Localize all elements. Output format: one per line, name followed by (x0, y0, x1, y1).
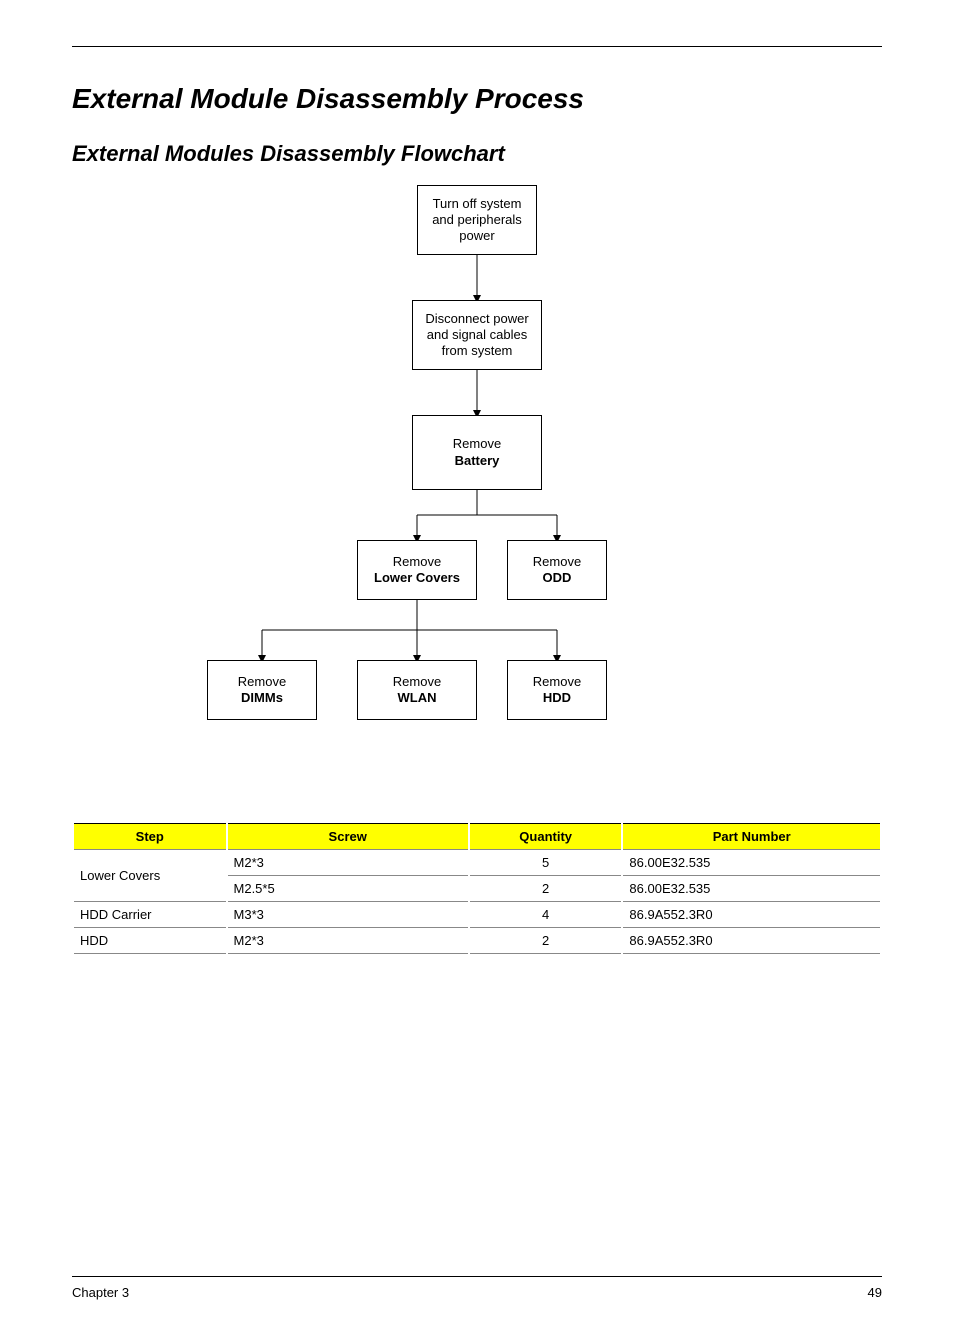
table-cell: HDD (73, 928, 227, 954)
table-cell: 86.00E32.535 (622, 876, 881, 902)
table-cell: M3*3 (227, 902, 469, 928)
table-header-cell: Part Number (622, 824, 881, 850)
flow-node-line: Lower Covers (374, 570, 460, 586)
flow-node-line: Remove (238, 674, 286, 690)
table-cell: 2 (469, 928, 623, 954)
flow-node-line: Remove (533, 554, 581, 570)
footer-left: Chapter 3 (72, 1285, 129, 1300)
flow-node-line: Disconnect power (425, 311, 528, 327)
flow-node-line: ODD (543, 570, 572, 586)
flowchart: Turn off systemand peripheralspower Disco… (207, 185, 747, 805)
flow-node-line: Battery (455, 453, 500, 469)
table-header-cell: Quantity (469, 824, 623, 850)
table-row: HDD CarrierM3*3486.9A552.3R0 (73, 902, 881, 928)
flow-node-line: and peripherals (432, 212, 522, 228)
flow-node-line: Remove (453, 436, 501, 452)
table-cell: M2*3 (227, 850, 469, 876)
flow-node: Turn off systemand peripheralspower (417, 185, 537, 255)
table-cell: Lower Covers (73, 850, 227, 902)
footer-right: 49 (868, 1285, 882, 1300)
top-rule (72, 46, 882, 47)
flow-node-line: from system (442, 343, 513, 359)
table-cell: 4 (469, 902, 623, 928)
main-heading: External Module Disassembly Process (72, 83, 882, 115)
flow-node-line: WLAN (398, 690, 437, 706)
flow-node: Disconnect powerand signal cablesfrom sy… (412, 300, 542, 370)
flow-node-line: HDD (543, 690, 571, 706)
flow-node: RemoveHDD (507, 660, 607, 720)
table-header-cell: Screw (227, 824, 469, 850)
table-cell: 2 (469, 876, 623, 902)
flow-node-line: and signal cables (427, 327, 527, 343)
sub-heading: External Modules Disassembly Flowchart (72, 141, 882, 167)
table-header-cell: Step (73, 824, 227, 850)
table-cell: M2*3 (227, 928, 469, 954)
table-cell: 86.00E32.535 (622, 850, 881, 876)
flow-node-line: Remove (393, 674, 441, 690)
flow-node: RemoveWLAN (357, 660, 477, 720)
table-row: HDDM2*3286.9A552.3R0 (73, 928, 881, 954)
page-footer: Chapter 3 49 (72, 1276, 882, 1300)
table-cell: 5 (469, 850, 623, 876)
flow-node-line: power (459, 228, 494, 244)
flow-node-line: Remove (533, 674, 581, 690)
screw-table: StepScrewQuantityPart NumberLower Covers… (72, 823, 882, 954)
flow-node-line: Turn off system (433, 196, 522, 212)
flow-node: RemoveLower Covers (357, 540, 477, 600)
table-cell: 86.9A552.3R0 (622, 902, 881, 928)
table-cell: HDD Carrier (73, 902, 227, 928)
flow-node-line: DIMMs (241, 690, 283, 706)
flow-node: RemoveODD (507, 540, 607, 600)
flow-node: RemoveDIMMs (207, 660, 317, 720)
table-cell: M2.5*5 (227, 876, 469, 902)
table-cell: 86.9A552.3R0 (622, 928, 881, 954)
flow-node-line: Remove (393, 554, 441, 570)
flow-node: RemoveBattery (412, 415, 542, 490)
table-row: Lower CoversM2*3586.00E32.535 (73, 850, 881, 876)
